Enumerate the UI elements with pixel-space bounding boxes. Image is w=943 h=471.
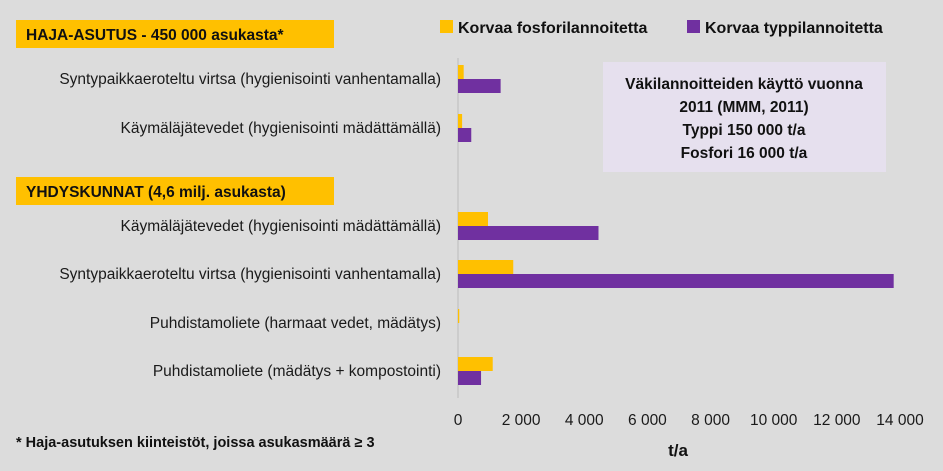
legend-label-phosphorus: Korvaa fosforilannoitetta	[458, 20, 647, 37]
bar-phosphorus	[458, 260, 514, 274]
bar-phosphorus	[458, 114, 463, 128]
section-label-yhdyskunnat: YHDYSKUNNAT (4,6 milj. asukasta)	[26, 184, 286, 201]
bar-phosphorus	[458, 357, 493, 371]
x-tick-label: 10 000	[750, 412, 798, 429]
category-labels: Syntypaikkaeroteltu virtsa (hygienisoint…	[59, 71, 441, 380]
category-label: Käymäläjätevedet (hygienisointi mädättäm…	[121, 218, 442, 235]
bar-phosphorus	[458, 65, 464, 79]
x-axis-title: t/a	[668, 441, 688, 460]
footnote: * Haja-asutuksen kiinteistöt, joissa asu…	[16, 435, 375, 451]
bar-phosphorus	[458, 309, 460, 323]
x-tick-label: 14 000	[876, 412, 924, 429]
x-tick-labels: 0 2 000 4 000 6 000 8 000 10 000 12 000 14 000	[454, 412, 924, 429]
x-tick-label: 0	[454, 412, 463, 429]
bars	[458, 65, 894, 385]
legend-swatch-nitrogen	[687, 20, 700, 33]
bar-nitrogen	[458, 79, 501, 93]
section-highlight-yhdyskunnat	[16, 177, 334, 205]
section-label-haja-asutus: HAJA-ASUTUS - 450 000 asukasta*	[26, 27, 285, 44]
legend-swatch-phosphorus	[440, 20, 453, 33]
info-box-line-4: Fosfori 16 000 t/a	[681, 145, 808, 162]
bar-nitrogen	[458, 128, 472, 142]
legend-label-nitrogen: Korvaa typpilannoitetta	[705, 20, 883, 37]
category-label: Puhdistamoliete (mädätys + kompostointi)	[153, 363, 441, 380]
bar-nitrogen	[458, 226, 599, 240]
category-label: Käymäläjätevedet (hygienisointi mädättäm…	[121, 120, 442, 137]
section-highlight-haja-asutus	[16, 20, 334, 48]
category-label: Syntypaikkaeroteltu virtsa (hygienisoint…	[59, 266, 441, 283]
x-tick-label: 2 000	[502, 412, 541, 429]
info-box	[603, 62, 886, 172]
bar-nitrogen	[458, 274, 894, 288]
x-tick-label: 8 000	[691, 412, 730, 429]
category-label: Puhdistamoliete (harmaat vedet, mädätys)	[150, 315, 441, 332]
info-box-line-3: Typpi 150 000 t/a	[683, 122, 806, 139]
x-tick-label: 4 000	[565, 412, 604, 429]
bar-nitrogen	[458, 371, 482, 385]
category-label: Syntypaikkaeroteltu virtsa (hygienisoint…	[59, 71, 441, 88]
x-tick-label: 6 000	[628, 412, 667, 429]
info-box-line-1: Väkilannoitteiden käyttö vuonna	[625, 76, 863, 93]
info-box-line-2: 2011 (MMM, 2011)	[679, 99, 808, 116]
x-tick-label: 12 000	[813, 412, 861, 429]
bar-phosphorus	[458, 212, 488, 226]
